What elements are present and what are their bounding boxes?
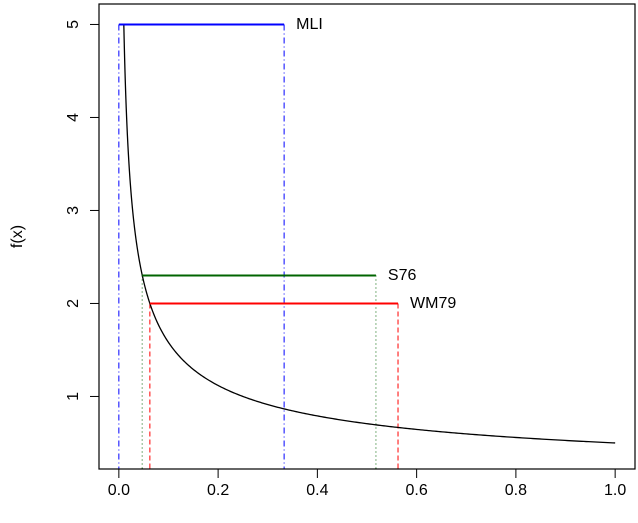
interval-lines: MLI S76 WM79 — [118, 16, 456, 312]
y-tick-label: 4 — [65, 113, 82, 122]
density-curve — [123, 24, 616, 444]
interval-guides — [118, 24, 399, 469]
x-tick-label: 0.8 — [505, 482, 527, 499]
x-axis-ticks: 0.0 0.2 0.4 0.6 0.8 1.0 — [108, 468, 626, 499]
x-tick-label: 0.0 — [108, 482, 130, 499]
interval-label-s76: S76 — [388, 267, 417, 284]
x-tick-label: 1.0 — [604, 482, 626, 499]
y-axis-label: f(x) — [9, 225, 26, 248]
x-tick-label: 0.4 — [306, 482, 328, 499]
y-tick-label: 5 — [65, 20, 82, 29]
y-tick-label: 3 — [65, 206, 82, 215]
y-axis-ticks: 1 2 3 4 5 — [65, 20, 100, 401]
x-tick-label: 0.6 — [406, 482, 428, 499]
interval-label-mli: MLI — [296, 16, 323, 33]
x-tick-label: 0.2 — [207, 482, 229, 499]
interval-label-wm79: WM79 — [410, 295, 456, 312]
plot-frame — [98, 3, 636, 470]
y-tick-label: 2 — [65, 299, 82, 308]
y-tick-label: 1 — [65, 392, 82, 401]
